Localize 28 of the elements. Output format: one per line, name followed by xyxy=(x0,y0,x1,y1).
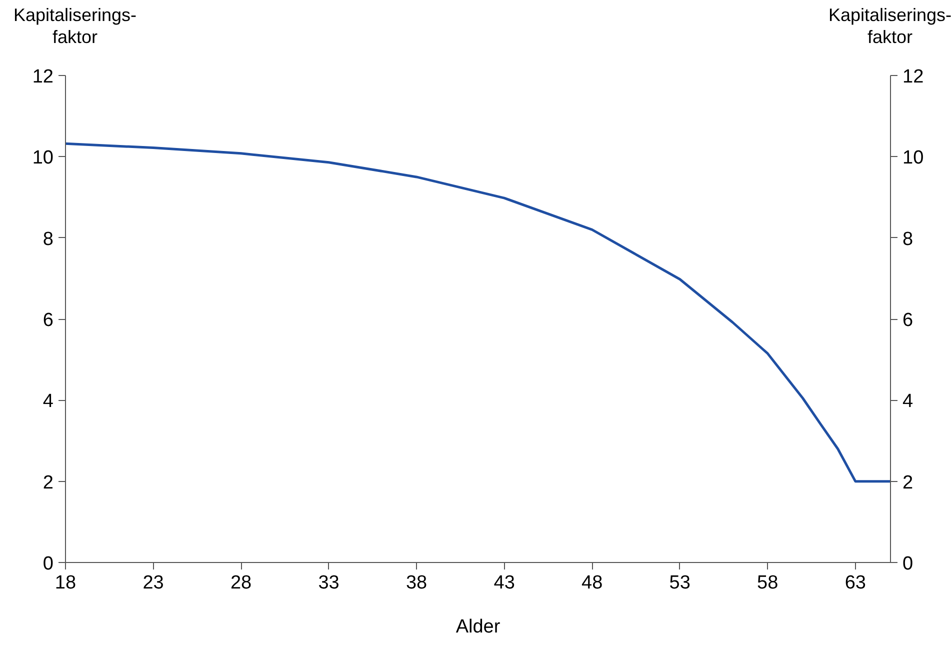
x-tick-label: 53 xyxy=(669,572,690,594)
y-tick-label: 4 xyxy=(42,391,54,412)
y2-tick-label: 12 xyxy=(902,66,924,88)
y2-tick-label: 0 xyxy=(902,554,914,574)
y-tick-label: 0 xyxy=(42,554,54,574)
y-tick-label: 10 xyxy=(32,148,54,169)
x-tick-label: 48 xyxy=(582,572,603,594)
y2-axis-title: Kapitaliserings- faktor xyxy=(828,5,951,48)
y-tick-label: 6 xyxy=(42,310,54,331)
x-tick-label: 63 xyxy=(844,572,866,594)
x-tick-label: 23 xyxy=(142,572,164,594)
x-tick-label: 38 xyxy=(406,572,428,594)
y2-tick-label: 10 xyxy=(902,148,924,169)
y2-tick-label: 4 xyxy=(902,391,914,412)
y2-tick-label: 6 xyxy=(902,310,914,331)
y-axis-title: Kapitaliserings- faktor xyxy=(13,5,137,48)
y2-tick-label: 8 xyxy=(902,228,914,250)
x-tick-label: 58 xyxy=(757,572,778,594)
x-tick-label: 33 xyxy=(318,572,340,594)
y-tick-label: 2 xyxy=(42,472,54,494)
line-series xyxy=(66,142,890,483)
x-tick-label: 28 xyxy=(230,572,252,594)
y2-tick-label: 2 xyxy=(902,472,914,494)
y-tick-label: 8 xyxy=(42,228,54,250)
y-tick-label: 12 xyxy=(32,66,54,88)
x-axis-title: Alder xyxy=(456,616,501,638)
x-tick-label: 18 xyxy=(54,572,76,594)
x-tick-label: 43 xyxy=(494,572,515,594)
